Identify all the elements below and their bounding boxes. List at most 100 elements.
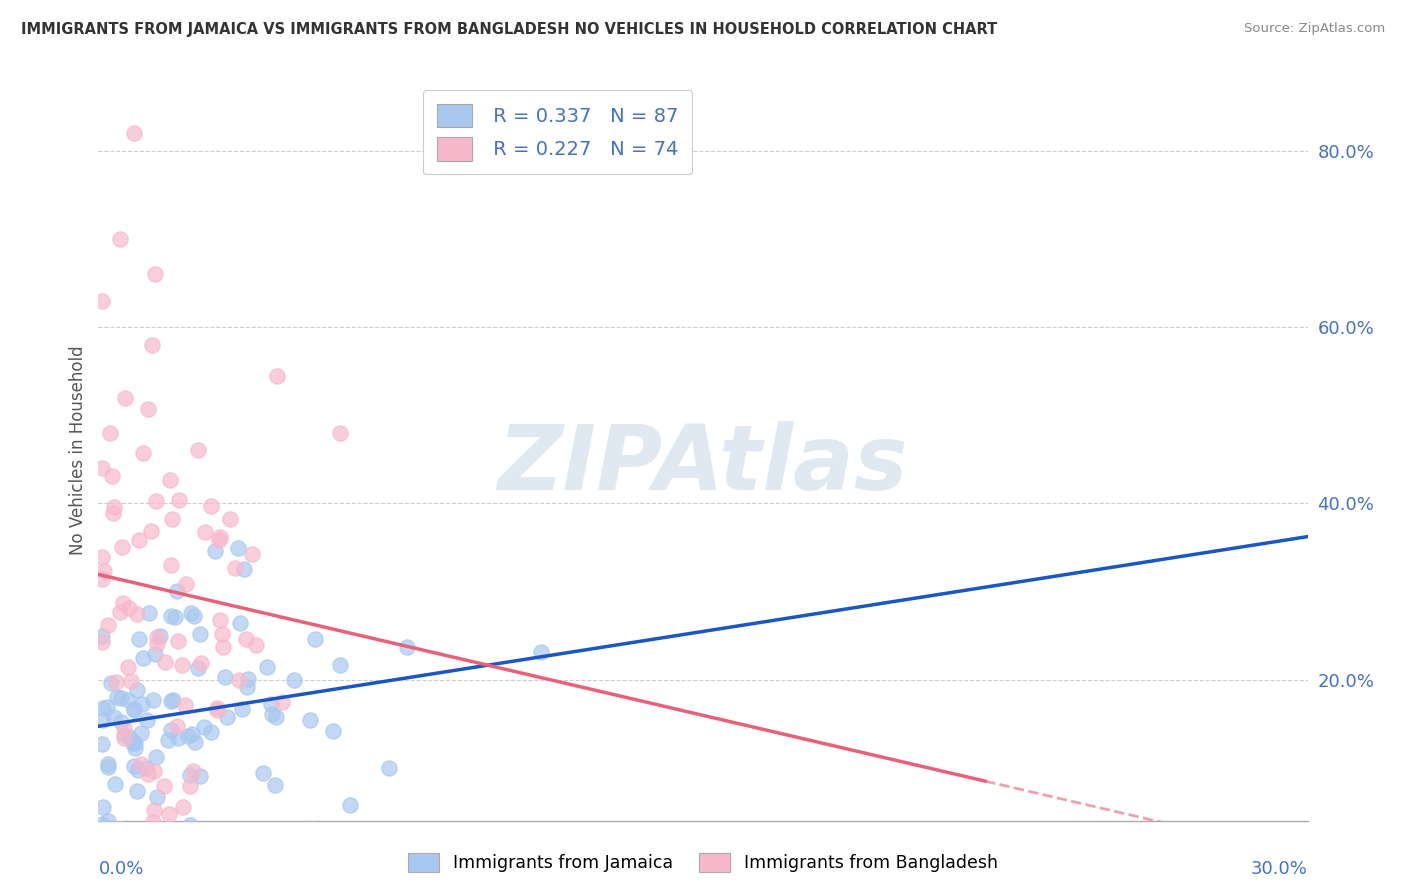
Point (214, 670, 236, 684)
Point (124, 126, 146, 140)
Point (91, 635, 114, 649)
Point (97, 757, 120, 772)
Point (190, 656, 212, 670)
Text: Source: ZipAtlas.com: Source: ZipAtlas.com (1244, 22, 1385, 36)
Point (211, 640, 233, 654)
Point (224, 561, 246, 575)
Point (231, 702, 253, 716)
Point (172, 800, 194, 814)
Legend: Immigrants from Jamaica, Immigrants from Bangladesh: Immigrants from Jamaica, Immigrants from… (401, 846, 1005, 879)
Point (143, 647, 166, 661)
Point (117, 660, 139, 674)
Point (122, 703, 145, 717)
Point (208, 613, 231, 627)
Point (301, 822, 323, 837)
Point (329, 658, 352, 673)
Point (124, 736, 146, 750)
Point (180, 606, 202, 620)
Point (235, 632, 257, 646)
Point (111, 541, 134, 555)
Point (207, 702, 229, 716)
Point (322, 724, 344, 739)
Point (181, 764, 204, 778)
Point (104, 776, 127, 790)
Point (143, 267, 166, 281)
Point (159, 558, 181, 573)
Point (104, 675, 127, 690)
Point (146, 637, 169, 651)
Point (159, 723, 181, 738)
Point (131, 697, 153, 711)
Point (91, 816, 114, 830)
Point (101, 506, 124, 520)
Point (162, 693, 184, 707)
Point (110, 691, 132, 706)
Point (124, 702, 146, 716)
Point (245, 638, 267, 652)
Point (176, 577, 198, 591)
Point (179, 768, 201, 782)
Text: ZIPAtlas: ZIPAtlas (498, 421, 908, 509)
Point (181, 727, 204, 741)
Point (211, 626, 233, 640)
Point (142, 815, 165, 830)
Point (179, 817, 201, 831)
Point (378, 761, 401, 775)
Point (232, 562, 254, 576)
Point (91, 293, 114, 308)
Point (190, 627, 212, 641)
Point (299, 713, 322, 727)
Point (97, 618, 120, 632)
Point (167, 633, 190, 648)
Point (127, 764, 149, 778)
Point (177, 729, 200, 743)
Point (156, 733, 179, 747)
Point (124, 741, 146, 756)
Point (141, 524, 163, 538)
Point (118, 730, 141, 744)
Point (160, 694, 183, 708)
Point (136, 402, 159, 417)
Point (167, 731, 190, 746)
Point (93, 565, 115, 579)
Point (91, 550, 114, 565)
Point (91, 461, 114, 475)
Point (127, 783, 149, 797)
Point (226, 541, 249, 555)
Point (396, 640, 419, 654)
Point (97, 814, 120, 828)
Point (271, 695, 294, 709)
Point (143, 803, 166, 817)
Point (145, 630, 167, 644)
Point (187, 661, 209, 675)
Point (138, 606, 160, 620)
Point (172, 658, 194, 673)
Point (184, 735, 207, 749)
Point (229, 615, 252, 630)
Point (124, 758, 146, 772)
Point (260, 697, 283, 711)
Point (167, 493, 190, 508)
Point (118, 600, 141, 615)
Point (112, 731, 135, 746)
Point (128, 632, 150, 647)
Point (339, 797, 361, 812)
Point (132, 446, 155, 460)
Point (205, 701, 228, 715)
Point (91, 822, 114, 837)
Point (101, 469, 124, 483)
Point (200, 499, 222, 513)
Point (228, 673, 250, 688)
Point (188, 769, 211, 783)
Point (166, 584, 188, 599)
Point (96, 699, 118, 714)
Point (263, 779, 285, 793)
Point (91, 572, 114, 586)
Point (238, 672, 260, 686)
Point (112, 596, 135, 610)
Point (236, 680, 259, 694)
Point (153, 779, 176, 793)
Point (142, 693, 165, 707)
Point (100, 676, 122, 690)
Point (143, 764, 166, 778)
